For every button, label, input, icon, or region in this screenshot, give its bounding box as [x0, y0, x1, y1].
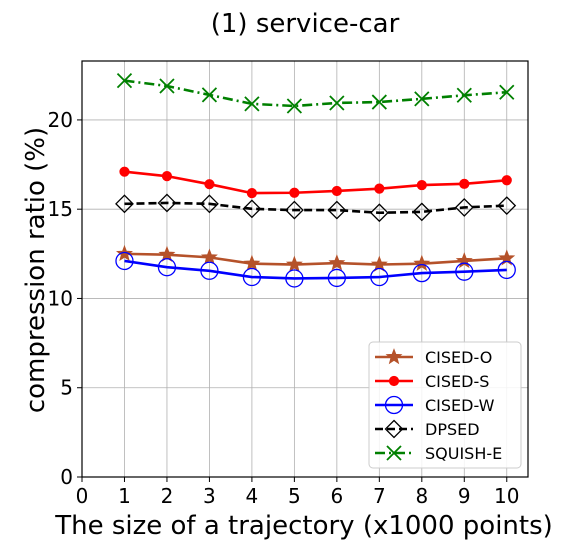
series-cised-s — [119, 166, 512, 199]
legend-marker — [385, 348, 403, 365]
legend-item: CISED-W — [375, 395, 495, 415]
data-point — [327, 268, 347, 288]
y-tick-label: 5 — [60, 376, 73, 400]
data-point — [369, 203, 389, 223]
legend-item: DPSED — [375, 419, 480, 439]
data-point — [119, 166, 130, 177]
legend-label: CISED-S — [425, 372, 489, 391]
series-line — [124, 252, 507, 266]
data-point — [456, 87, 472, 103]
data-point — [115, 251, 134, 271]
data-point — [455, 252, 473, 269]
x-tick-label: 3 — [203, 484, 216, 508]
data-point — [246, 188, 258, 199]
series-dpsed — [115, 193, 517, 223]
series-cised-o — [116, 244, 516, 272]
x-tick-label: 1 — [118, 484, 131, 508]
data-point — [285, 255, 303, 272]
data-point — [327, 200, 347, 220]
data-point — [200, 194, 219, 214]
data-point — [158, 245, 176, 262]
data-point — [497, 260, 516, 280]
data-point — [242, 199, 262, 219]
data-point — [331, 185, 342, 197]
data-point — [157, 258, 177, 277]
data-point — [374, 183, 385, 194]
data-point — [284, 200, 304, 220]
data-point — [200, 261, 219, 280]
y-axis-label: compression ratio (%) — [21, 127, 51, 413]
legend: CISED-O CISED-S CISED-W DPSED SQUISH-E — [368, 341, 522, 469]
data-point — [454, 197, 474, 217]
data-point — [501, 175, 512, 186]
data-point — [244, 96, 260, 112]
x-tick-label: 7 — [373, 484, 386, 508]
data-point — [116, 73, 133, 89]
data-point — [243, 254, 261, 271]
data-point — [414, 91, 430, 107]
y-tick-label: 10 — [48, 286, 73, 310]
legend-box — [368, 341, 522, 469]
x-tick-label: 9 — [458, 484, 471, 508]
x-tick-label: 2 — [161, 484, 174, 508]
data-point — [204, 179, 215, 190]
x-tick-label: 8 — [415, 484, 428, 508]
legend-label: DPSED — [425, 420, 480, 439]
x-tick-label: 5 — [288, 484, 301, 508]
data-point — [370, 267, 389, 287]
x-tick-label: 0 — [76, 484, 89, 508]
y-tick-label: 0 — [60, 465, 73, 489]
x-tick-label: 6 — [330, 484, 343, 508]
data-point — [412, 202, 432, 222]
legend-label: CISED-O — [425, 348, 492, 367]
series-cised-w — [115, 251, 516, 288]
legend-marker — [384, 419, 404, 439]
series-line — [124, 201, 507, 215]
legend-marker — [386, 445, 402, 461]
legend-label: SQUISH-E — [425, 444, 502, 463]
data-point — [329, 95, 345, 111]
data-point — [161, 171, 173, 182]
data-point — [413, 254, 431, 271]
data-point — [201, 87, 218, 103]
data-point — [371, 94, 387, 110]
legend-item: SQUISH-E — [375, 444, 502, 463]
data-point — [115, 194, 134, 214]
x-axis-label: The size of a trajectory (x1000 points) — [54, 511, 553, 541]
data-point — [242, 267, 262, 287]
x-tick-label: 10 — [494, 484, 519, 508]
data-point — [459, 178, 470, 189]
legend-marker — [384, 395, 404, 415]
series-line — [124, 170, 507, 195]
series-layer — [115, 73, 517, 288]
y-tick-label: 15 — [48, 197, 73, 221]
data-point — [286, 98, 303, 114]
data-point — [200, 248, 218, 265]
data-point — [416, 179, 427, 191]
series-line — [124, 79, 507, 108]
legend-item: CISED-S — [375, 372, 489, 391]
data-point — [455, 262, 474, 281]
plot-frame — [81, 60, 529, 478]
data-point — [328, 254, 346, 271]
data-point — [289, 187, 300, 198]
data-point — [370, 255, 388, 272]
chart-title: (1) service-car — [211, 9, 400, 39]
data-point — [159, 78, 175, 94]
y-tick-label: 20 — [48, 108, 73, 132]
legend-label: CISED-W — [425, 396, 495, 415]
series-squish-e — [116, 73, 515, 114]
data-point — [497, 196, 517, 216]
data-point — [285, 269, 304, 288]
x-tick-label: 4 — [246, 484, 259, 508]
legend-item: CISED-O — [375, 348, 492, 367]
axis-ticks: 0 1 2 3 4 5 6 7 8 9 10 0 5 10 15 20 — [48, 108, 520, 508]
data-point — [412, 263, 431, 283]
data-point — [499, 84, 515, 100]
series-line — [124, 259, 507, 280]
data-point — [157, 193, 177, 213]
legend-marker — [388, 375, 400, 387]
